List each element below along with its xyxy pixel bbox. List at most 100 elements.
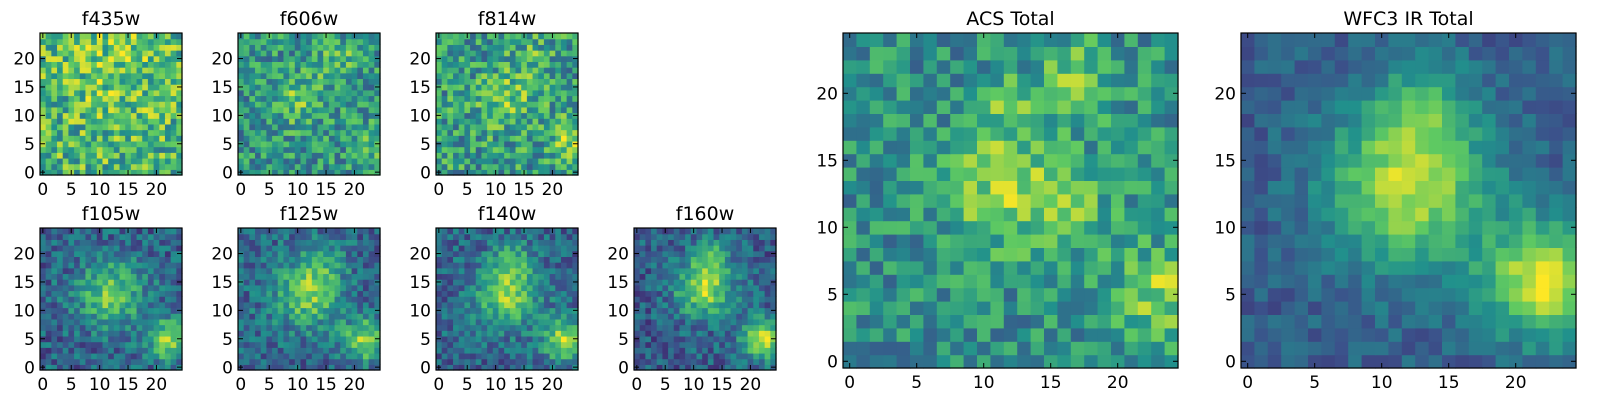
heatmap-cell [102,335,109,343]
heatmap-cell [266,72,273,80]
heatmap-cell [498,135,505,142]
heatmap-cell [696,233,703,240]
heatmap-cell [736,290,743,297]
heatmap-cell [923,287,938,302]
heatmap-cell [481,330,488,337]
heatmap-cell [102,233,109,240]
heatmap-cell [555,347,562,354]
heatmap-cell [260,140,267,148]
heatmap-cell [447,118,454,125]
heatmap-cell [40,106,47,114]
heatmap-cell [572,157,579,165]
heatmap-cell [724,296,732,303]
heatmap-cell [91,296,98,303]
heatmap-cell [243,239,250,246]
heatmap-cell [685,273,692,280]
heatmap-cell [668,290,675,297]
heatmap-cell [368,72,375,80]
heatmap-cell [170,228,177,235]
heatmap-cell [515,341,522,348]
heatmap-cell [458,33,465,40]
heatmap-cell [526,55,534,62]
heatmap-cell [62,290,69,297]
heatmap-cell [1003,207,1018,222]
heatmap-cell [679,318,686,326]
heatmap-cell [521,273,528,280]
heatmap-cell [249,358,256,365]
heatmap-cell [176,239,183,246]
heatmap-cell [62,262,69,269]
heatmap-cell [159,101,166,108]
heatmap-cell [758,245,766,252]
heatmap-cell [142,352,149,360]
heatmap-cell [142,95,149,102]
heatmap-cell [639,267,646,275]
heatmap-cell [374,284,381,292]
heatmap-cell [977,167,991,181]
heatmap-cell [950,260,965,275]
heatmap-cell [249,256,256,263]
heatmap-cell [328,296,336,303]
heatmap-cell [102,169,109,176]
heatmap-cell [176,330,183,337]
heatmap-cell [62,245,69,252]
heatmap-cell [176,352,183,360]
heatmap-cell [357,78,364,85]
heatmap-cell [74,61,81,68]
heatmap-cell [566,169,573,176]
heatmap-cell [102,163,109,170]
heatmap-cell [340,284,347,292]
heatmap-cell [950,301,965,315]
heatmap-cell [119,330,126,337]
heatmap-cell [351,101,358,108]
heatmap-cell [464,135,471,142]
heatmap-cell [176,146,183,153]
heatmap-cell [707,324,715,331]
heatmap-cell [543,135,551,142]
heatmap-cell [68,318,75,326]
heatmap-cell [869,327,884,342]
heatmap-cell [521,146,528,153]
heatmap-cell [62,118,69,125]
heatmap-cell [487,352,494,360]
heatmap-cell [51,307,58,314]
heatmap-cell [311,129,319,136]
heatmap-cell [487,358,494,365]
heatmap-cell [108,44,115,51]
heatmap-cell [113,284,121,292]
heatmap-cell [441,290,448,297]
heatmap-cell [62,335,69,343]
heatmap-cell [741,233,749,240]
heatmap-cell [498,101,505,108]
heatmap-cell [357,273,364,280]
heatmap-cell [464,67,471,74]
heatmap-cell [119,358,126,365]
heatmap-cell [306,33,313,40]
heatmap-cell [447,228,454,235]
heatmap-cell [243,152,250,159]
heatmap-cell [453,307,460,314]
heatmap-cell [164,55,172,62]
heatmap-cell [470,152,477,159]
heatmap-cell [108,50,115,57]
heatmap-cell [147,95,155,102]
heatmap-cell [119,67,126,74]
heatmap-cell [108,33,115,40]
heatmap-cell [283,262,290,269]
heatmap-cell [447,267,454,275]
heatmap-cell [243,307,250,314]
heatmap-cell [566,129,573,136]
heatmap-cell [345,352,353,360]
heatmap-cell [1137,247,1152,262]
heatmap-cell [923,260,938,275]
heatmap-cell [277,78,285,85]
heatmap-cell [108,324,115,331]
heatmap-cell [492,318,500,326]
heatmap-cell [306,284,313,292]
heatmap-cell [856,354,871,369]
heatmap-cell [45,341,52,348]
heatmap-cell [453,296,460,303]
heatmap-cell [730,364,737,371]
heatmap-cell [142,140,149,148]
heatmap-cell [74,44,81,51]
